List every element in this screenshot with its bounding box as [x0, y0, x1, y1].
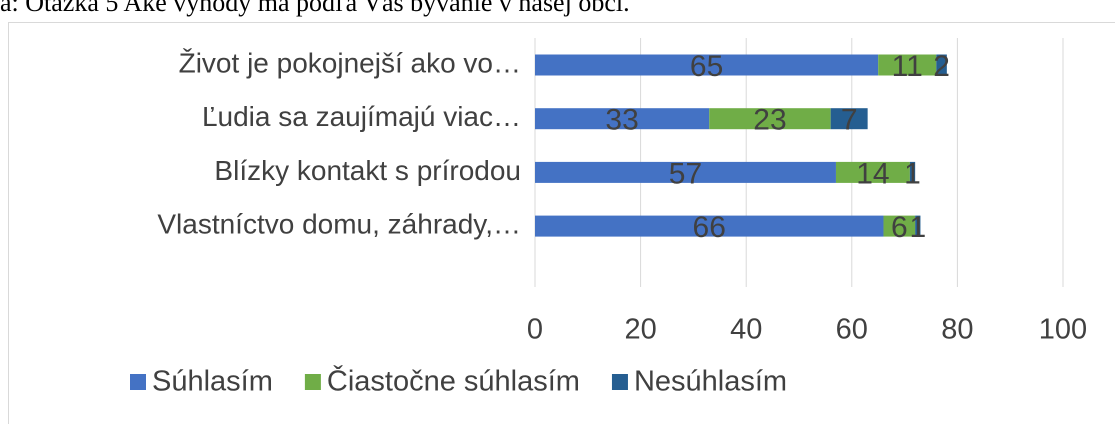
y-tick-label: Vlastníctvo domu, záhrady,… — [157, 208, 521, 239]
bar-segment — [909, 161, 916, 183]
legend-swatch — [304, 374, 321, 390]
bar-segment — [535, 108, 710, 130]
bar-segment — [835, 161, 910, 183]
data-label: 1 — [904, 157, 921, 190]
x-tick-label: 60 — [836, 314, 868, 346]
y-tick-label: Život je pokojnejší ako vo… — [179, 47, 521, 78]
data-label: 1 — [909, 211, 926, 244]
bar-segment — [535, 215, 884, 237]
data-label: 33 — [605, 104, 638, 137]
caption: a: Otázka 5 Aké výhody má podľa Vás býva… — [0, 0, 630, 17]
legend-swatch — [130, 374, 146, 390]
y-tick-label: Ľudia sa zaujímajú viac… — [202, 101, 521, 132]
x-tick-label: 40 — [730, 314, 762, 346]
x-tick-label: 100 — [1039, 314, 1087, 346]
bar-segment — [709, 108, 831, 130]
data-label: 14 — [856, 157, 889, 190]
bar-segment — [878, 54, 937, 76]
bar-segment — [936, 54, 947, 76]
data-label: 2 — [933, 50, 950, 83]
legend-label: Nesúhlasím — [634, 366, 787, 398]
legend-label: Súhlasím — [152, 366, 273, 398]
legend-swatch — [611, 374, 628, 390]
data-label: 66 — [693, 211, 726, 244]
data-label: 57 — [669, 157, 702, 190]
legend-label: Čiastočne súhlasím — [327, 364, 580, 398]
bar-segment — [915, 215, 921, 237]
data-label: 65 — [690, 50, 723, 83]
bar-segment — [535, 161, 836, 183]
x-tick-label: 80 — [941, 314, 973, 346]
data-label: 7 — [841, 104, 858, 137]
bar-segment — [883, 215, 916, 237]
data-label: 6 — [891, 211, 908, 244]
x-tick-label: 20 — [624, 314, 656, 346]
bar-segment — [535, 54, 879, 76]
bar-segment — [830, 108, 868, 130]
y-tick-label: Blízky kontakt s prírodou — [214, 155, 521, 186]
x-tick-label: 0 — [527, 314, 543, 346]
data-label: 11 — [892, 50, 923, 83]
data-label: 23 — [753, 104, 786, 137]
